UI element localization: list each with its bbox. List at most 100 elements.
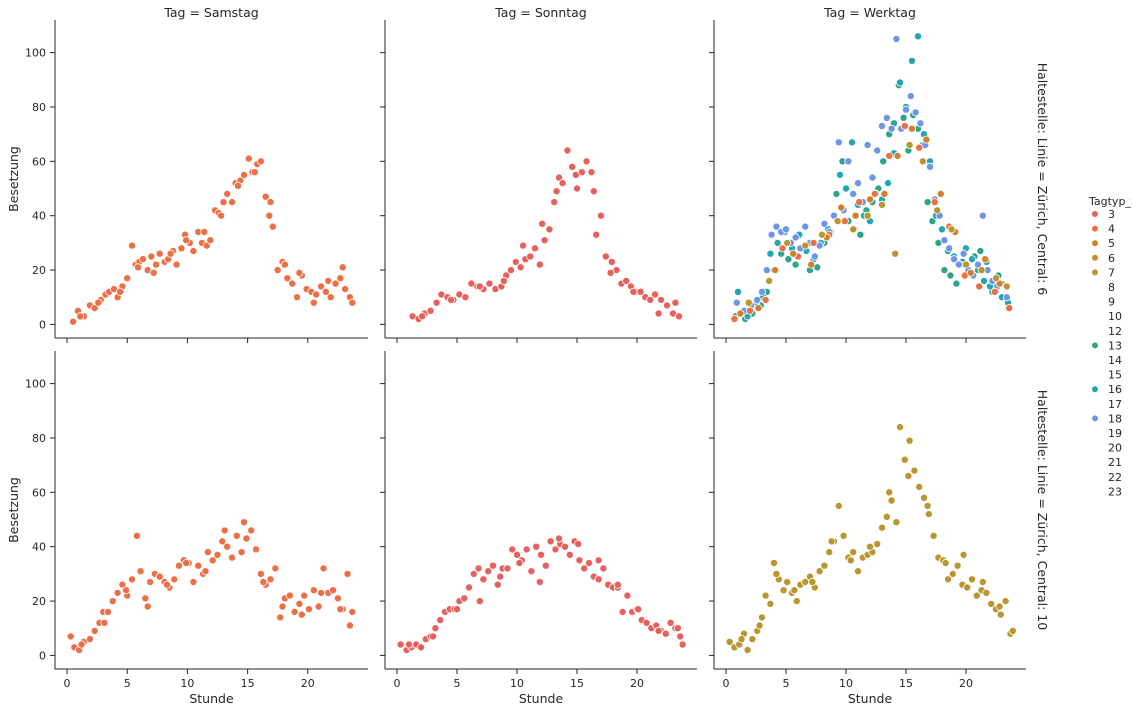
panel-r0-c1: Tag = Sonntag [380, 5, 697, 343]
y-axis-label: Besetzung [6, 146, 21, 212]
data-point [127, 241, 136, 250]
data-point [891, 249, 900, 258]
x-tick-label: 20 [959, 677, 973, 690]
legend-label: 13 [1108, 339, 1122, 352]
data-point [582, 157, 591, 166]
legend-label: 20 [1108, 442, 1122, 455]
data-point [933, 206, 942, 215]
data-point [918, 157, 927, 166]
data-point [840, 217, 849, 226]
data-point [885, 151, 894, 160]
legend-label: 15 [1108, 369, 1122, 382]
column-title: Tag = Werktag [823, 5, 916, 20]
data-point [242, 534, 251, 543]
y-tick-label: 0 [39, 649, 46, 662]
data-point [622, 276, 631, 285]
data-point [297, 610, 306, 619]
data-point [475, 597, 484, 606]
legend-label: 18 [1108, 412, 1122, 425]
data-point [174, 561, 183, 570]
data-point [418, 312, 427, 321]
data-point [172, 260, 181, 269]
data-point [948, 569, 957, 578]
data-point [309, 298, 318, 307]
data-point [929, 531, 938, 540]
data-point [479, 575, 488, 584]
legend-marker [1091, 210, 1099, 218]
data-point [589, 187, 598, 196]
panel-r0-c0: 0 20 40 60 80 100 Tag = Samstag Besetzung [6, 5, 368, 343]
data-point [959, 550, 968, 559]
data-point [201, 567, 210, 576]
legend-label: 21 [1108, 456, 1122, 469]
data-point [854, 179, 863, 188]
y-tick-label: 100 [25, 47, 46, 60]
points-r0-c0 [69, 154, 357, 326]
data-point [772, 222, 781, 231]
data-point [535, 578, 544, 587]
data-point [966, 268, 975, 277]
y-tick-label: 0 [39, 318, 46, 331]
points-r1-c0 [66, 518, 357, 655]
data-point [833, 217, 842, 226]
data-point [324, 276, 333, 285]
data-point [213, 550, 222, 559]
legend-marker [1091, 414, 1099, 423]
data-point [341, 285, 350, 294]
data-point [515, 559, 524, 568]
data-point [982, 588, 991, 597]
data-point [104, 607, 113, 616]
data-point [76, 312, 85, 321]
data-point [924, 510, 933, 519]
data-point [936, 189, 945, 198]
data-point [748, 635, 757, 644]
data-point [878, 122, 887, 131]
data-point [573, 184, 582, 193]
data-point [571, 170, 580, 179]
data-point [227, 198, 236, 207]
column-title: Tag = Sonntag [494, 5, 587, 20]
data-point [304, 605, 313, 614]
data-point [552, 187, 561, 196]
data-point [623, 591, 632, 600]
data-point [900, 455, 909, 464]
data-point [825, 548, 834, 557]
data-point [597, 211, 606, 220]
legend-label: 3 [1108, 208, 1115, 221]
data-point [232, 531, 241, 540]
data-point [77, 640, 86, 649]
data-point [809, 238, 818, 247]
data-point [783, 578, 792, 587]
row-title: Haltestelle: Linie = Zürich, Central: 6 [1035, 63, 1050, 296]
x-tick-label: 10 [839, 677, 853, 690]
data-point [558, 179, 567, 188]
data-point [265, 211, 274, 220]
data-point [256, 569, 265, 578]
data-point [976, 246, 985, 255]
data-point [239, 170, 248, 179]
data-point [882, 113, 891, 122]
data-point [203, 548, 212, 557]
data-point [746, 306, 755, 315]
points-r0-c2 [730, 32, 1014, 323]
data-point [968, 575, 977, 584]
data-point [987, 599, 996, 608]
data-point [331, 279, 340, 288]
points-r0-c1 [408, 146, 684, 323]
data-point [499, 276, 508, 285]
data-point [537, 550, 546, 559]
data-point [884, 179, 893, 188]
data-point [854, 567, 863, 576]
data-point [594, 556, 603, 565]
data-point [666, 618, 675, 627]
data-point [170, 575, 179, 584]
data-point [736, 309, 745, 318]
data-point [974, 260, 983, 269]
x-tick-label: 5 [124, 677, 131, 690]
data-point [237, 548, 246, 557]
data-point [810, 252, 819, 261]
x-tick-label: 15 [241, 677, 255, 690]
data-point [166, 249, 175, 258]
